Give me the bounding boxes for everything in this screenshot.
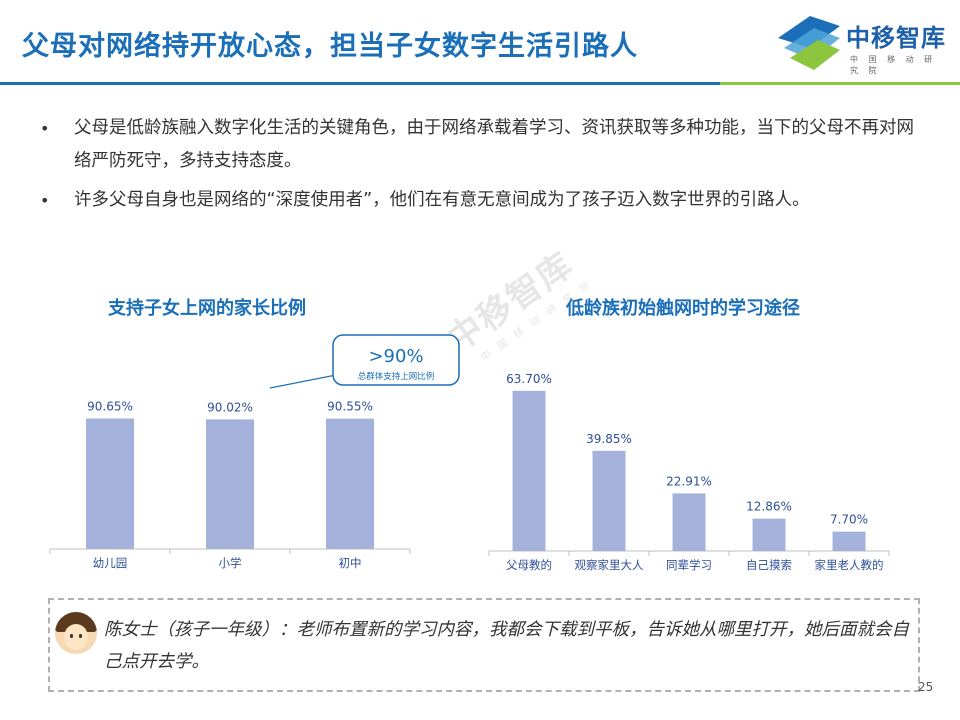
bar [86, 418, 134, 549]
data-label: 39.85% [586, 432, 632, 446]
bullet-dot-icon: • [40, 191, 50, 210]
data-label: 90.02% [207, 400, 253, 414]
data-label: 63.70% [506, 372, 552, 386]
bullet-item: • 许多父母自身也是网络的“深度使用者”，他们在有意无意间成为了孩子迈入数字世界… [40, 184, 920, 217]
bullet-list: • 父母是低龄族融入数字化生活的关键角色，由于网络承载着学习、资讯获取等多种功能… [40, 112, 920, 223]
data-label: 90.55% [327, 400, 373, 414]
logo: 中移智库 中 国 移 动 研 究 院 [770, 8, 950, 75]
category-label: 幼儿园 [93, 556, 128, 570]
category-label: 初中 [339, 556, 362, 570]
logo-subtext: 中 国 移 动 研 究 院 [850, 55, 937, 75]
logo-mark-icon [778, 16, 840, 70]
bar [512, 390, 546, 551]
bar [832, 531, 866, 551]
bar [206, 419, 254, 549]
category-label: 小学 [219, 556, 242, 570]
callout-box: >90% 总群体支持上网比例 [332, 334, 460, 386]
woman-avatar-icon [55, 612, 97, 654]
bullet-text: 父母是低龄族融入数字化生活的关键角色，由于网络承载着学习、资讯获取等多种功能，当… [74, 118, 914, 171]
data-label: 22.91% [666, 474, 712, 488]
data-label: 90.65% [87, 399, 133, 413]
category-label: 自己摸索 [746, 558, 792, 572]
category-label: 家里老人教的 [815, 558, 884, 572]
bar [326, 418, 374, 549]
category-label: 同辈学习 [666, 558, 712, 572]
bullet-dot-icon: • [40, 119, 50, 138]
data-label: 7.70% [830, 513, 868, 527]
bar [752, 518, 786, 551]
callout-pointer [269, 374, 337, 389]
category-label: 观察家里大人 [575, 558, 644, 572]
callout-frame [332, 334, 460, 386]
quote-box [48, 598, 920, 692]
data-label: 12.86% [746, 500, 792, 514]
chart-title-right: 低龄族初始触网时的学习途径 [566, 298, 800, 319]
bar [592, 450, 626, 551]
callout-note: 总群体支持上网比例 [357, 372, 435, 382]
logo-text: 中移智库 [846, 24, 946, 52]
quote-text: 陈女士（孩子一年级）：老师布置新的学习内容，我都会下载到平板，告诉她从哪里打开，… [104, 620, 909, 672]
bullet-item: • 父母是低龄族融入数字化生活的关键角色，由于网络承载着学习、资讯获取等多种功能… [40, 112, 920, 178]
page-number: 25 [918, 680, 934, 694]
page-title: 父母对网络持开放心态，担当子女数字生活引路人 [22, 31, 638, 62]
header-divider [0, 82, 960, 85]
chart-title-left: 支持子女上网的家长比例 [108, 298, 306, 319]
callout-value: >90% [368, 346, 424, 367]
bullet-text: 许多父母自身也是网络的“深度使用者”，他们在有意无意间成为了孩子迈入数字世界的引… [74, 190, 810, 210]
chart-learning-path: 63.70% 父母教的 39.85% 观察家里大人 22.91% 同辈学习 12.86% 自己… [488, 372, 890, 572]
bar [672, 493, 706, 551]
chart-parent-support: 90.65% 幼儿园 90.02% 小学 90.55% 初中 [49, 399, 411, 570]
category-label: 父母教的 [506, 558, 552, 572]
